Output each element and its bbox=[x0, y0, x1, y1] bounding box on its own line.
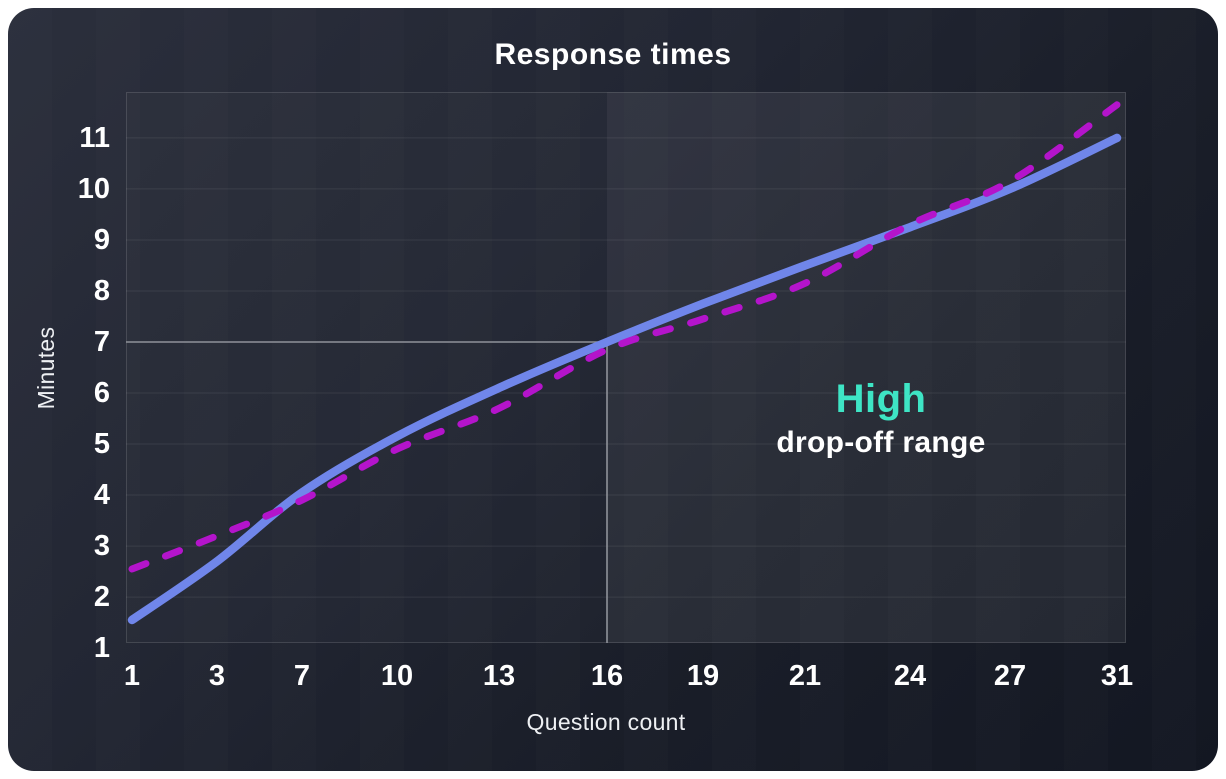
x-tick-label: 1 bbox=[123, 660, 141, 692]
y-tick-label: 2 bbox=[93, 581, 110, 614]
x-tick-label: 3 bbox=[208, 660, 226, 692]
y-tick-label: 9 bbox=[93, 223, 110, 256]
drop-off-annotation: High drop-off range bbox=[721, 376, 1041, 464]
annotation-range-label: drop-off range bbox=[776, 426, 986, 459]
y-tick-label: 5 bbox=[93, 428, 110, 461]
y-tick-label: 4 bbox=[93, 479, 110, 512]
y-tick-label: 7 bbox=[93, 325, 110, 358]
plot-svg bbox=[126, 92, 1126, 643]
x-tick-label: 27 bbox=[993, 660, 1027, 692]
x-tick-label: 31 bbox=[1100, 660, 1134, 692]
y-tick-label: 11 bbox=[79, 121, 110, 154]
x-axis-tick-labels: 1 3 7 10 13 16 19 21 24 27 31 bbox=[124, 659, 1133, 695]
plot-area bbox=[126, 92, 1126, 643]
x-tick-label: 19 bbox=[686, 660, 720, 692]
chart-title: Response times bbox=[494, 38, 732, 71]
y-tick-label: 1 bbox=[93, 632, 110, 665]
y-tick-label: 3 bbox=[93, 530, 110, 563]
x-tick-label: 21 bbox=[788, 660, 822, 692]
x-tick-label: 10 bbox=[380, 660, 414, 692]
y-tick-label: 8 bbox=[93, 274, 110, 307]
x-tick-label: 7 bbox=[293, 660, 311, 692]
chart-card: Response times 1 2 3 4 5 6 7 8 9 10 11 1 3 7 10 13 16 19… bbox=[8, 8, 1218, 771]
x-axis-title: Question count bbox=[526, 709, 686, 735]
x-tick-label: 13 bbox=[482, 660, 516, 692]
x-tick-label: 24 bbox=[893, 660, 927, 692]
x-tick-label: 16 bbox=[590, 660, 624, 692]
highlight-region bbox=[607, 92, 1126, 643]
y-axis-tick-labels: 1 2 3 4 5 6 7 8 9 10 11 bbox=[8, 92, 110, 664]
annotation-high-label: High bbox=[835, 377, 927, 421]
y-tick-label: 6 bbox=[93, 377, 110, 409]
y-tick-label: 10 bbox=[77, 172, 110, 205]
y-axis-title: Minutes bbox=[33, 326, 59, 410]
